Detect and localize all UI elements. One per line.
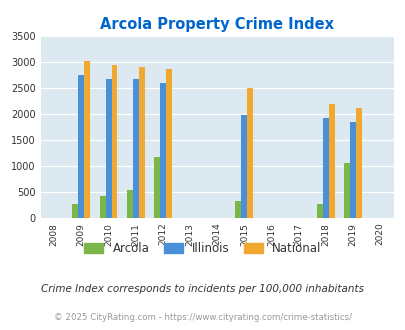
Bar — [105, 79, 111, 218]
Bar — [247, 88, 253, 218]
Bar — [328, 104, 334, 218]
Title: Arcola Property Crime Index: Arcola Property Crime Index — [100, 17, 333, 32]
Bar — [139, 67, 144, 218]
Bar — [78, 75, 84, 218]
Bar — [349, 122, 355, 218]
Bar — [99, 195, 105, 218]
Bar — [126, 190, 132, 218]
Bar — [111, 65, 117, 218]
Bar — [72, 204, 78, 218]
Bar — [235, 201, 241, 218]
Bar — [316, 204, 322, 218]
Legend: Arcola, Illinois, National: Arcola, Illinois, National — [79, 237, 326, 260]
Bar — [153, 157, 160, 218]
Bar — [160, 83, 166, 218]
Bar — [355, 108, 361, 218]
Bar — [322, 118, 328, 218]
Bar — [84, 61, 90, 218]
Bar — [132, 79, 139, 218]
Text: © 2025 CityRating.com - https://www.cityrating.com/crime-statistics/: © 2025 CityRating.com - https://www.city… — [54, 313, 351, 322]
Bar — [343, 163, 349, 218]
Bar — [241, 115, 247, 218]
Bar — [166, 70, 171, 218]
Text: Crime Index corresponds to incidents per 100,000 inhabitants: Crime Index corresponds to incidents per… — [41, 284, 364, 294]
